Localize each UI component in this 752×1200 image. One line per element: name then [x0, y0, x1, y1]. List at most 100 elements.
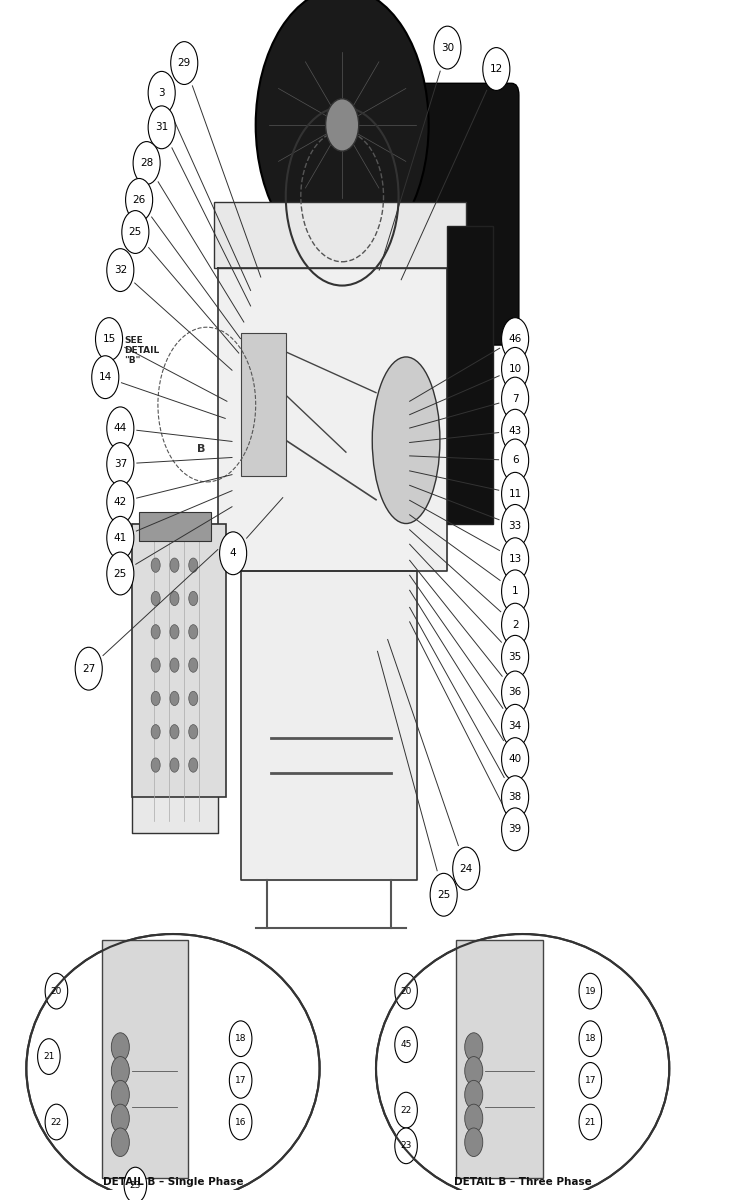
FancyBboxPatch shape	[384, 83, 519, 346]
Circle shape	[465, 1104, 483, 1133]
Circle shape	[502, 635, 529, 678]
Text: 11: 11	[508, 488, 522, 499]
Circle shape	[126, 179, 153, 221]
Circle shape	[502, 808, 529, 851]
Circle shape	[465, 1056, 483, 1085]
Circle shape	[45, 1104, 68, 1140]
Circle shape	[107, 443, 134, 486]
Polygon shape	[214, 203, 466, 268]
Circle shape	[75, 647, 102, 690]
Circle shape	[133, 142, 160, 185]
Circle shape	[502, 348, 529, 390]
Circle shape	[111, 1056, 129, 1085]
Circle shape	[189, 725, 198, 739]
Text: 43: 43	[508, 426, 522, 436]
Text: 41: 41	[114, 533, 127, 542]
FancyBboxPatch shape	[102, 940, 188, 1178]
Circle shape	[434, 26, 461, 70]
Text: 36: 36	[508, 688, 522, 697]
Text: 18: 18	[235, 1034, 247, 1043]
FancyBboxPatch shape	[456, 940, 543, 1178]
Text: 20: 20	[50, 986, 62, 996]
Text: 42: 42	[114, 497, 127, 508]
Circle shape	[107, 481, 134, 523]
Circle shape	[148, 71, 175, 114]
Circle shape	[124, 1168, 147, 1200]
Circle shape	[579, 973, 602, 1009]
Text: 3: 3	[159, 88, 165, 98]
Circle shape	[229, 1021, 252, 1056]
Circle shape	[502, 775, 529, 818]
Circle shape	[502, 604, 529, 646]
Text: 28: 28	[140, 158, 153, 168]
Circle shape	[170, 558, 179, 572]
Text: 33: 33	[508, 521, 522, 530]
Text: 20: 20	[400, 986, 412, 996]
Text: 25: 25	[129, 227, 142, 238]
Circle shape	[122, 211, 149, 253]
Text: 38: 38	[508, 792, 522, 802]
Text: 25: 25	[114, 569, 127, 578]
Circle shape	[326, 98, 359, 151]
Text: 15: 15	[102, 334, 116, 344]
Text: 29: 29	[177, 58, 191, 68]
Circle shape	[579, 1104, 602, 1140]
Text: 2: 2	[512, 619, 518, 630]
Text: 17: 17	[235, 1076, 247, 1085]
Circle shape	[189, 592, 198, 606]
Circle shape	[148, 106, 175, 149]
Text: 23: 23	[129, 1181, 141, 1189]
Text: 26: 26	[132, 194, 146, 205]
Circle shape	[170, 592, 179, 606]
Text: 4: 4	[230, 548, 236, 558]
Circle shape	[229, 1104, 252, 1140]
Circle shape	[220, 532, 247, 575]
Circle shape	[189, 558, 198, 572]
Text: 44: 44	[114, 424, 127, 433]
Circle shape	[502, 318, 529, 360]
FancyBboxPatch shape	[241, 334, 286, 476]
Text: 21: 21	[43, 1052, 55, 1061]
Text: 23: 23	[400, 1141, 412, 1151]
Circle shape	[92, 355, 119, 398]
Circle shape	[395, 1027, 417, 1062]
Text: DETAIL B – Three Phase: DETAIL B – Three Phase	[453, 1177, 592, 1188]
Circle shape	[107, 552, 134, 595]
Text: 32: 32	[114, 265, 127, 275]
Text: 22: 22	[51, 1117, 62, 1127]
Circle shape	[151, 592, 160, 606]
Circle shape	[151, 725, 160, 739]
Circle shape	[502, 538, 529, 581]
Circle shape	[107, 516, 134, 559]
Text: 37: 37	[114, 460, 127, 469]
Text: 24: 24	[459, 864, 473, 874]
Circle shape	[502, 473, 529, 515]
Text: 40: 40	[508, 754, 522, 764]
Text: 31: 31	[155, 122, 168, 132]
Text: 34: 34	[508, 721, 522, 731]
Text: SEE
DETAIL
"B": SEE DETAIL "B"	[124, 336, 159, 365]
Text: 22: 22	[401, 1105, 411, 1115]
Text: 12: 12	[490, 64, 503, 74]
Text: 39: 39	[508, 824, 522, 834]
Circle shape	[430, 874, 457, 916]
Circle shape	[502, 704, 529, 748]
Text: 7: 7	[512, 394, 518, 403]
Text: 25: 25	[437, 889, 450, 900]
Polygon shape	[132, 523, 218, 833]
Text: 46: 46	[508, 334, 522, 344]
Text: 14: 14	[99, 372, 112, 382]
Text: 19: 19	[584, 986, 596, 996]
Text: 13: 13	[508, 554, 522, 564]
Polygon shape	[241, 571, 417, 881]
Circle shape	[465, 1033, 483, 1061]
Circle shape	[96, 318, 123, 360]
Polygon shape	[218, 268, 447, 571]
Circle shape	[170, 658, 179, 672]
Circle shape	[395, 973, 417, 1009]
Circle shape	[502, 570, 529, 613]
Circle shape	[256, 0, 429, 262]
Text: 1: 1	[512, 587, 518, 596]
Text: 45: 45	[400, 1040, 412, 1049]
Circle shape	[189, 691, 198, 706]
